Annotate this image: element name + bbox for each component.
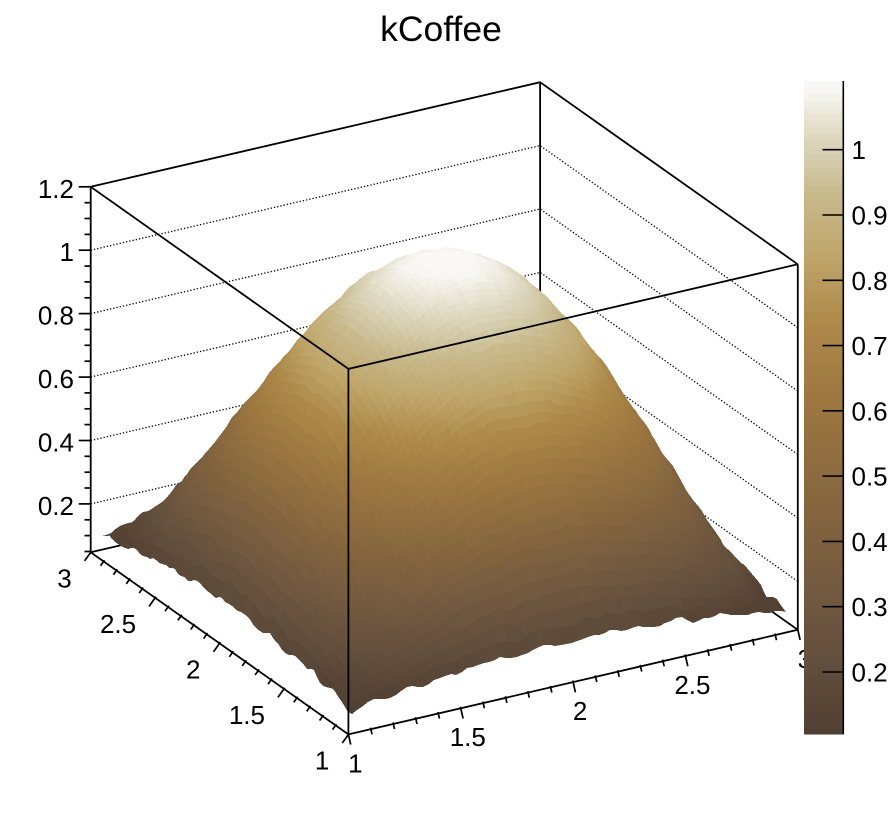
svg-text:1: 1 — [852, 135, 866, 165]
svg-text:0.5: 0.5 — [852, 462, 888, 492]
svg-text:0.8: 0.8 — [852, 266, 888, 296]
svg-text:1.5: 1.5 — [450, 722, 486, 752]
svg-text:1: 1 — [348, 748, 362, 778]
svg-text:1.5: 1.5 — [229, 700, 265, 730]
svg-text:1: 1 — [60, 237, 74, 267]
svg-text:0.9: 0.9 — [852, 201, 888, 231]
svg-text:2: 2 — [186, 654, 200, 684]
svg-text:3: 3 — [57, 563, 71, 593]
svg-text:0.6: 0.6 — [852, 396, 888, 426]
svg-text:0.6: 0.6 — [38, 364, 74, 394]
svg-text:0.2: 0.2 — [38, 491, 74, 521]
svg-text:0.2: 0.2 — [852, 658, 888, 688]
svg-text:2.5: 2.5 — [674, 670, 710, 700]
svg-text:0.8: 0.8 — [38, 301, 74, 331]
svg-text:2: 2 — [573, 696, 587, 726]
svg-text:0.7: 0.7 — [852, 331, 888, 361]
svg-text:2.5: 2.5 — [100, 609, 136, 639]
svg-text:0.4: 0.4 — [38, 428, 74, 458]
svg-text:0.3: 0.3 — [852, 592, 888, 622]
svg-text:1: 1 — [315, 745, 329, 775]
svg-text:1.2: 1.2 — [38, 174, 74, 204]
svg-text:kCoffee: kCoffee — [380, 9, 502, 49]
svg-text:0.4: 0.4 — [852, 527, 888, 557]
